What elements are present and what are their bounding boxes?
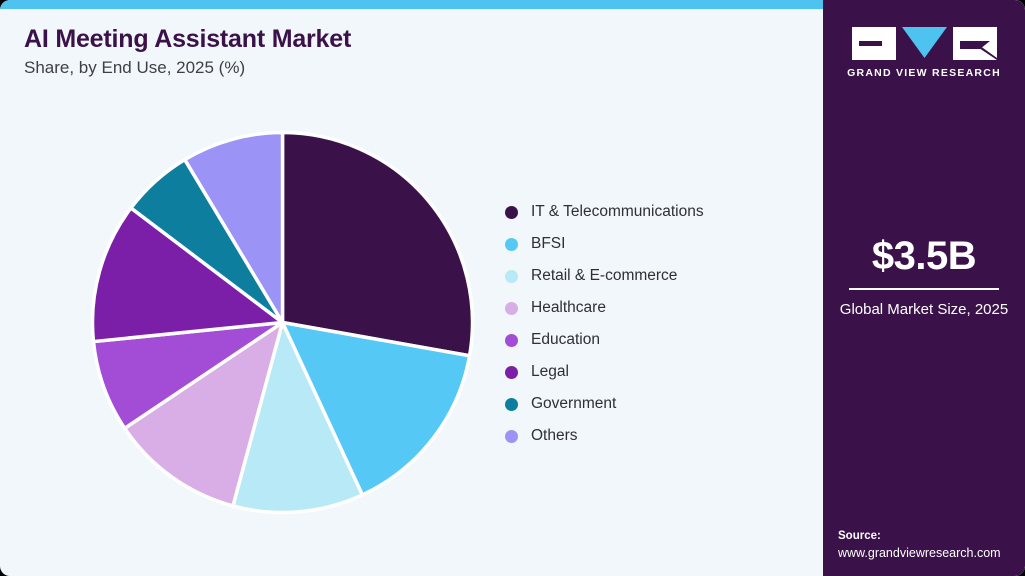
pie-slice[interactable]: [231, 320, 365, 515]
legend-item-label: Retail & E-commerce: [531, 267, 678, 284]
pie-slice[interactable]: [183, 130, 285, 325]
pie-slice[interactable]: [280, 320, 472, 497]
legend-swatch-icon: [505, 429, 518, 443]
pie-slice[interactable]: [90, 206, 285, 344]
stat-divider: [849, 288, 999, 290]
legend-swatch-icon: [505, 237, 518, 251]
legend-item-label: Healthcare: [531, 299, 606, 316]
legend-item-label: Others: [531, 427, 578, 444]
pie-slice[interactable]: [122, 320, 285, 508]
legend-swatch-icon: [505, 365, 518, 379]
stat-caption: Global Market Size, 2025: [839, 300, 1009, 318]
legend-item[interactable]: IT & Telecommunications: [505, 196, 704, 228]
legend-item[interactable]: Legal: [505, 356, 704, 388]
page-subtitle: Share, by End Use, 2025 (%): [24, 58, 246, 77]
legend-item[interactable]: Government: [505, 388, 704, 420]
pie-chart-svg: [90, 130, 475, 515]
pie-chart: [88, 128, 477, 517]
legend-item-label: Government: [531, 395, 617, 412]
legend-swatch-icon: [505, 397, 518, 411]
legend-item[interactable]: Retail & E-commerce: [505, 260, 704, 292]
legend-item[interactable]: Healthcare: [505, 292, 704, 324]
legend-item-label: Legal: [531, 363, 569, 380]
legend-swatch-icon: [505, 205, 518, 219]
pie-slice-group: [90, 130, 475, 515]
legend-item-label: Education: [531, 331, 600, 348]
title-block: AI Meeting Assistant Market Share, by En…: [24, 25, 351, 78]
top-accent-bar: [0, 0, 823, 9]
pie-slice[interactable]: [280, 130, 475, 358]
legend-swatch-icon: [505, 301, 518, 315]
chart-legend: IT & Telecommunications BFSI Retail & E-co…: [505, 196, 704, 452]
chart-main-area: AI Meeting Assistant Market Share, by En…: [24, 25, 704, 517]
legend-item[interactable]: Others: [505, 420, 704, 452]
source-url[interactable]: www.grandviewresearch.com: [838, 546, 1001, 561]
pie-slice[interactable]: [91, 320, 285, 431]
source-block: Source: www.grandviewresearch.com: [838, 528, 1023, 562]
legend-swatch-icon: [505, 269, 518, 283]
legend-item-label: IT & Telecommunications: [531, 203, 704, 220]
brand-logo: GRAND VIEW RESEARCH: [823, 27, 1025, 79]
side-panel: GRAND VIEW RESEARCH $3.5B Global Market …: [823, 0, 1025, 576]
stat-value: $3.5B: [871, 234, 977, 278]
legend-item[interactable]: BFSI: [505, 228, 704, 260]
page-title: AI Meeting Assistant Market: [24, 25, 352, 53]
brand-wordmark: GRAND VIEW RESEARCH: [847, 67, 1001, 79]
source-label: Source:: [838, 530, 881, 543]
market-size-stat: $3.5B Global Market Size, 2025: [823, 236, 1025, 319]
legend-item[interactable]: Education: [505, 324, 704, 356]
legend-item-label: BFSI: [531, 235, 566, 252]
legend-swatch-icon: [505, 333, 518, 347]
gvr-logo-icon: [851, 27, 997, 60]
